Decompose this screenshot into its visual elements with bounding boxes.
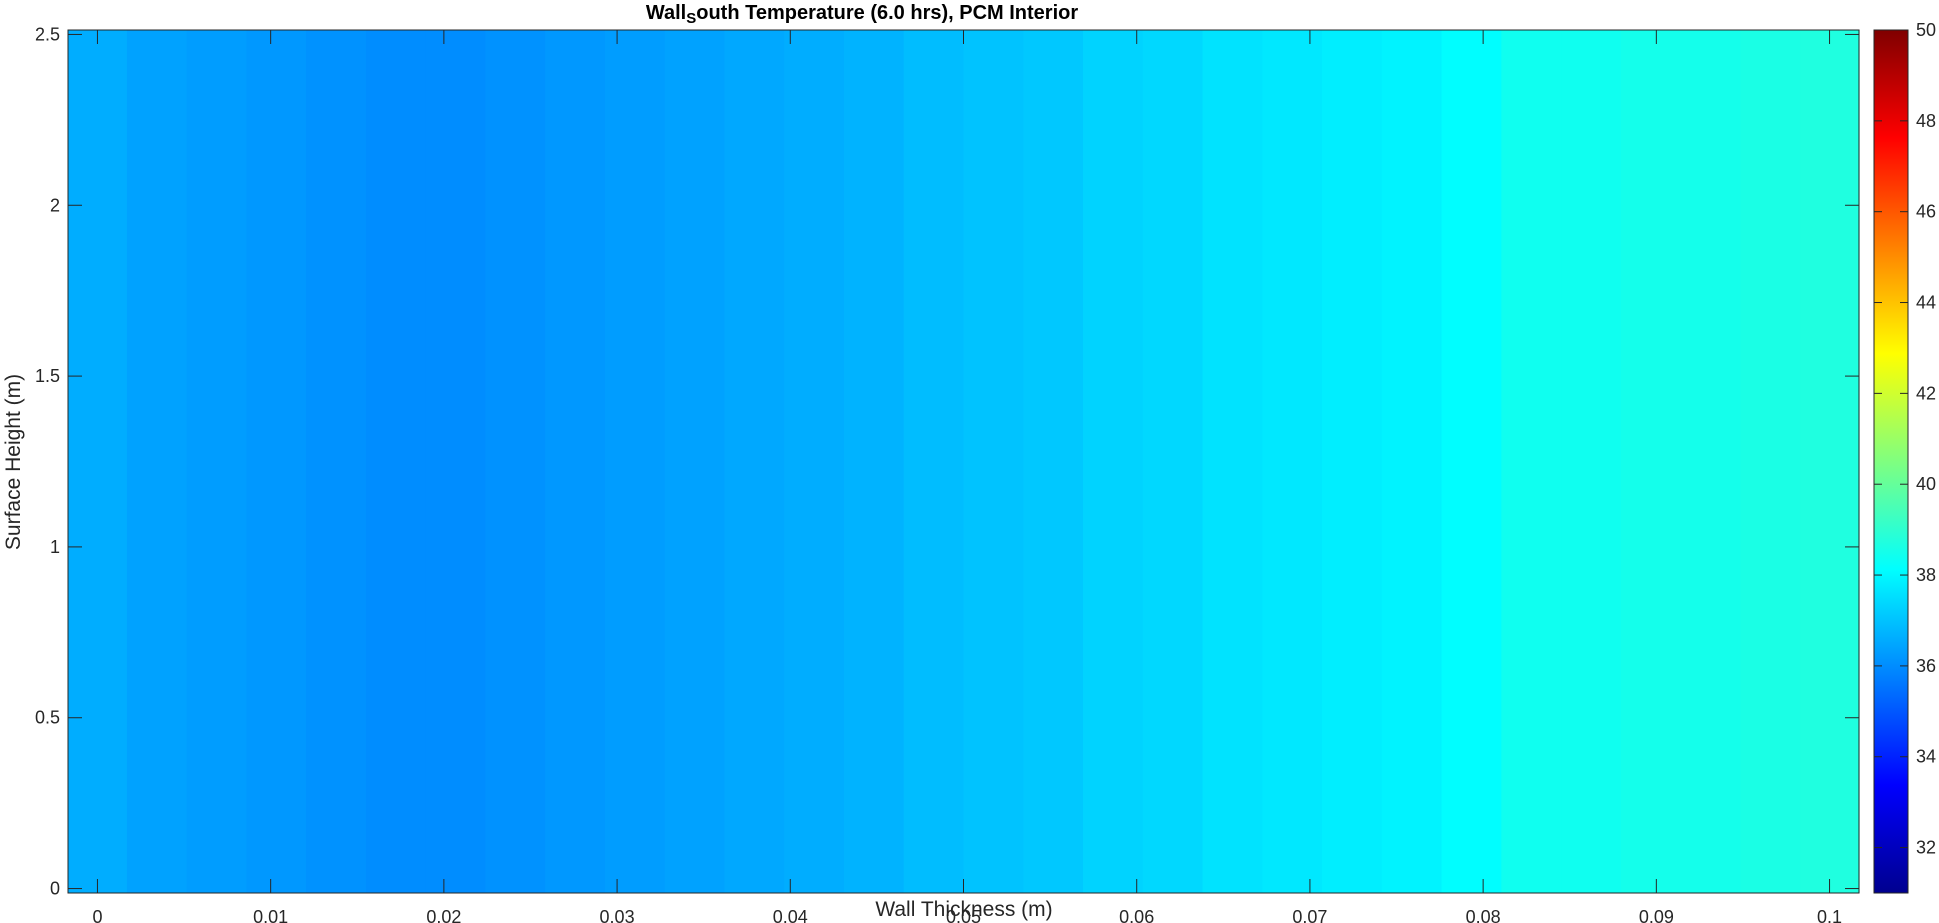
heatmap-column	[186, 30, 248, 893]
colorbar-ticks: 32 34 36 38 40 42 44 46 48 50	[1874, 20, 1936, 858]
heatmap-column	[68, 30, 128, 893]
x-tick-label: 0.03	[600, 907, 635, 923]
heatmap-column	[724, 30, 785, 893]
heatmap-column	[425, 30, 487, 893]
heatmap-column	[843, 30, 905, 893]
heatmap-column	[126, 30, 188, 893]
x-tick-label: 0.05	[946, 907, 981, 923]
y-tick-label: 1	[50, 537, 60, 557]
heatmap-column	[784, 30, 845, 893]
heatmap-cells	[68, 30, 1860, 893]
heatmap-column	[1501, 30, 1562, 893]
heatmap-column	[1800, 30, 1860, 893]
x-tick-label: 0.04	[773, 907, 808, 923]
y-axis-label: Surface Height (m)	[2, 374, 25, 550]
colorbar-tick-label: 38	[1916, 565, 1936, 585]
heatmap-column	[664, 30, 726, 893]
x-axis: 0 0.01 0.02 0.03 0.04 0.05 0.06 0.07 0.08 0.09 0.1	[92, 30, 1842, 923]
y-tick-label: 1.5	[35, 366, 60, 386]
heatmap-column	[485, 30, 546, 893]
heatmap-column	[1441, 30, 1502, 893]
colorbar-tick-label: 34	[1916, 747, 1936, 767]
y-tick-label: 2	[50, 195, 60, 215]
y-axis: 0 0.5 1 1.5 2 2.5	[35, 24, 1859, 899]
heatmap-column	[1561, 30, 1622, 893]
x-tick-label: 0.02	[426, 907, 461, 923]
heatmap-column	[1381, 30, 1443, 893]
colorbar-tick-label: 46	[1916, 202, 1936, 222]
x-tick-label: 0.01	[253, 907, 288, 923]
chart-title: WallSouth Temperature (6.0 hrs), PCM Int…	[646, 2, 1079, 27]
colorbar	[1873, 29, 1909, 894]
heatmap-column	[306, 30, 367, 893]
heatmap-column	[1023, 30, 1084, 893]
colorbar-tick-label: 36	[1916, 656, 1936, 676]
heatmap-column	[1262, 30, 1323, 893]
x-tick-label: 0	[92, 907, 102, 923]
heatmap-column	[903, 30, 965, 893]
heatmap-column	[1680, 30, 1741, 893]
heatmap-column	[1740, 30, 1801, 893]
x-tick-label: 0.07	[1292, 907, 1327, 923]
heatmap-column	[604, 30, 666, 893]
y-tick-label: 2.5	[35, 24, 60, 44]
colorbar-tick-label: 42	[1916, 383, 1936, 403]
x-tick-label: 0.09	[1639, 907, 1674, 923]
title-prefix: Wall	[646, 2, 686, 24]
heatmap-column	[963, 30, 1024, 893]
x-axis-label: Wall Thickness (m)	[875, 898, 1052, 921]
heatmap-column	[1620, 30, 1682, 893]
colorbar-tick-label: 50	[1916, 20, 1936, 40]
x-tick-label: 0.1	[1817, 907, 1842, 923]
y-tick-label: 0.5	[35, 708, 60, 728]
colorbar-tick-label: 32	[1916, 838, 1936, 858]
heatmap-column	[365, 30, 427, 893]
heatmap-column	[246, 30, 307, 893]
heatmap-column	[1322, 30, 1383, 893]
x-tick-label: 0.06	[1119, 907, 1154, 923]
heatmap-column	[1142, 30, 1204, 893]
heatmap-column	[545, 30, 606, 893]
y-tick-label: 0	[50, 879, 60, 899]
colorbar-tick-label: 48	[1916, 111, 1936, 131]
heatmap-column	[1202, 30, 1263, 893]
colorbar-tick-label: 40	[1916, 474, 1936, 494]
colorbar-tick-label: 44	[1916, 293, 1936, 313]
title-suffix: outh Temperature (6.0 hrs), PCM Interior	[696, 2, 1078, 24]
title-subscript: S	[686, 10, 696, 27]
x-tick-label: 0.08	[1466, 907, 1501, 923]
heatmap-column	[1083, 30, 1144, 893]
